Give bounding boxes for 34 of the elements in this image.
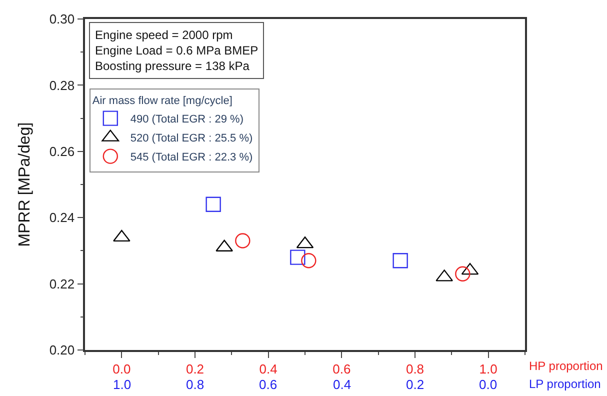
- point: [235, 233, 250, 248]
- x2-axis-title: LP proportion: [529, 377, 601, 391]
- x2-tick-label: 1.0: [113, 377, 132, 392]
- legend-label: 545 (Total EGR : 22.3 %): [130, 152, 253, 164]
- annotation: Boosting pressure = 138 kPa: [95, 59, 250, 74]
- legend-title: Air mass flow rate [mg/cycle]: [92, 94, 232, 107]
- annotation: Engine Load = 0.6 MPa BMEP: [95, 44, 258, 58]
- x-tick-label: 0.8: [406, 361, 424, 376]
- y-axis-title: MPRR [MPa/deg]: [16, 122, 34, 247]
- point: [455, 266, 470, 282]
- point: [206, 196, 221, 212]
- x-axis-title: HP proportion: [529, 359, 603, 373]
- x-tick-label: 0.6: [332, 361, 351, 376]
- x2-tick-label: 0.8: [186, 377, 204, 392]
- y-tick-label: 0.20: [49, 342, 75, 358]
- y-tick-label: 0.28: [49, 78, 75, 93]
- y-tick-label: 0.24: [49, 210, 75, 226]
- x-tick-label: 1.0: [479, 361, 498, 376]
- x-tick-label: 0.0: [112, 361, 131, 376]
- legend-label: 520 (Total EGR : 25.5 %): [130, 132, 253, 145]
- y-tick-label: 0.22: [49, 276, 75, 292]
- point: [301, 253, 316, 268]
- annotation: Engine speed = 2000 rpm: [95, 28, 233, 42]
- x2-tick-label: 0.2: [406, 377, 424, 392]
- x-tick-label: 0.4: [259, 361, 278, 376]
- point: [290, 250, 306, 265]
- x-tick-label: 0.2: [186, 361, 204, 376]
- x2-tick-label: 0.6: [259, 377, 278, 392]
- x2-tick-label: 0.0: [479, 377, 498, 392]
- x2-tick-label: 0.4: [333, 377, 352, 392]
- y-tick-label: 0.26: [49, 144, 75, 159]
- legend-label: 490 (Total EGR : 29 %): [130, 114, 244, 126]
- y-tick-label: 0.30: [49, 12, 75, 27]
- point: [392, 253, 408, 268]
